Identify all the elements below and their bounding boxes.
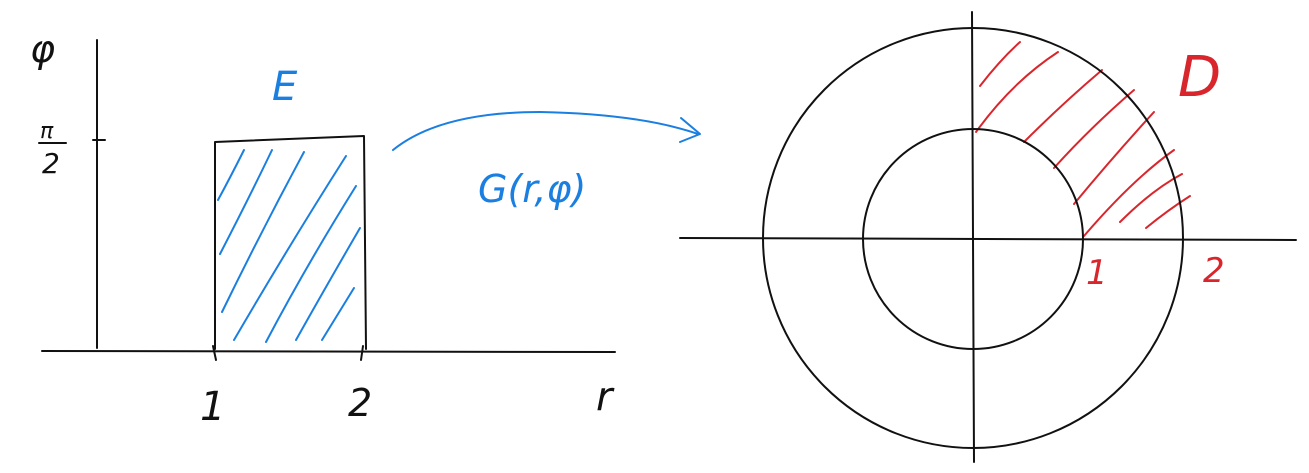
- phi-axis-label: φ: [30, 27, 55, 71]
- region-e-hatching: [217, 149, 361, 343]
- right-plot: D 1 2: [679, 11, 1297, 463]
- r-2-tick-mark: [360, 345, 364, 361]
- left-plot: φ π 2 r 1 2 E: [30, 27, 616, 430]
- r-1-tick-mark: [212, 345, 217, 361]
- right-x-axis: [679, 237, 1297, 241]
- region-e-label: E: [272, 64, 298, 110]
- right-y-axis: [971, 11, 975, 463]
- r-tick-2-label: 2: [348, 381, 372, 425]
- region-d-hatching: [975, 41, 1191, 237]
- mapping-arrow-curve: [392, 110, 699, 151]
- r-axis-label: r: [596, 374, 615, 420]
- mapping-arrow-head: [679, 117, 701, 143]
- mapping-label: G(r,φ): [478, 167, 586, 211]
- region-e-outline: [214, 135, 367, 350]
- two-denominator-label: 2: [42, 147, 60, 180]
- left-x-axis: [41, 350, 616, 353]
- radius-1-label: 1: [1086, 253, 1108, 293]
- region-d-label: D: [1178, 45, 1221, 110]
- radius-2-label: 2: [1203, 251, 1225, 291]
- mapping-arrow: G(r,φ): [392, 110, 701, 211]
- r-tick-1-label: 1: [200, 384, 225, 430]
- pi-label: π: [40, 119, 54, 144]
